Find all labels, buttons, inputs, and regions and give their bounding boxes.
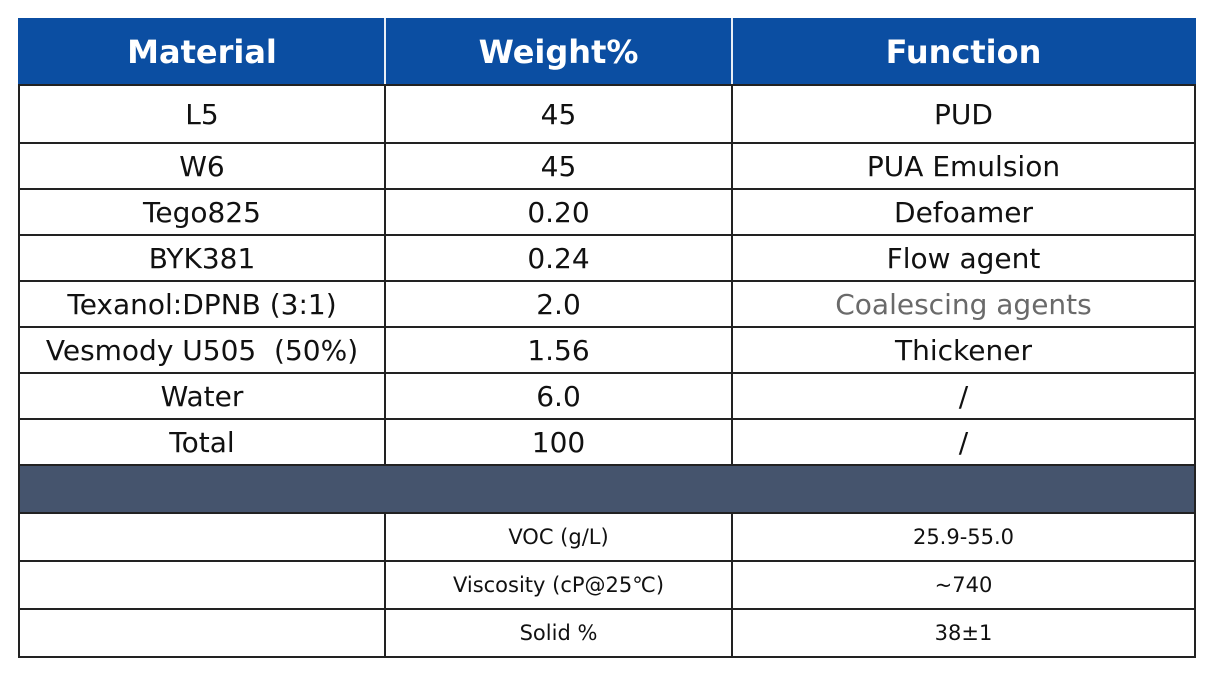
weight-cell: 2.0 [384, 280, 733, 328]
property-name-cell: VOC (g/L) [384, 512, 733, 562]
function-cell: PUA Emulsion [731, 142, 1196, 190]
table-row: Tego825 0.20 Defoamer [18, 188, 1196, 236]
property-label-cell [18, 608, 386, 658]
weight-cell: 45 [384, 142, 733, 190]
property-row: Solid % 38±1 [18, 608, 1196, 658]
weight-cell: 100 [384, 418, 733, 466]
property-value-cell: 38±1 [731, 608, 1196, 658]
weight-cell: 0.20 [384, 188, 733, 236]
property-label-cell [18, 512, 386, 562]
table-row: Texanol:DPNB (3:1) 2.0 Coalescing agents [18, 280, 1196, 328]
weight-cell: 0.24 [384, 234, 733, 282]
header-material: Material [18, 18, 386, 86]
header-weight: Weight% [384, 18, 733, 86]
table-row: BYK381 0.24 Flow agent [18, 234, 1196, 282]
function-cell: Flow agent [731, 234, 1196, 282]
property-label-cell [18, 560, 386, 610]
material-cell: Water [18, 372, 386, 420]
function-cell: Defoamer [731, 188, 1196, 236]
table-row: Water 6.0 / [18, 372, 1196, 420]
material-cell: BYK381 [18, 234, 386, 282]
property-row: VOC (g/L) 25.9-55.0 [18, 512, 1196, 562]
section-divider-band [18, 464, 1196, 514]
divider-cell [18, 464, 1196, 514]
property-row: Viscosity (cP@25℃) ~740 [18, 560, 1196, 610]
table-row: Total 100 / [18, 418, 1196, 466]
function-cell: Coalescing agents [731, 280, 1196, 328]
property-name-cell: Viscosity (cP@25℃) [384, 560, 733, 610]
function-cell: Thickener [731, 326, 1196, 374]
weight-cell: 1.56 [384, 326, 733, 374]
material-cell: Tego825 [18, 188, 386, 236]
function-cell: / [731, 418, 1196, 466]
weight-cell: 45 [384, 84, 733, 144]
property-name-cell: Solid % [384, 608, 733, 658]
property-value-cell: 25.9-55.0 [731, 512, 1196, 562]
table-row: W6 45 PUA Emulsion [18, 142, 1196, 190]
material-cell: Vesmody U505 (50%) [18, 326, 386, 374]
function-cell: PUD [731, 84, 1196, 144]
header-function: Function [731, 18, 1196, 86]
material-cell: L5 [18, 84, 386, 144]
table-row: L5 45 PUD [18, 84, 1196, 144]
header-row: Material Weight% Function [18, 18, 1196, 86]
material-cell: Texanol:DPNB (3:1) [18, 280, 386, 328]
weight-cell: 6.0 [384, 372, 733, 420]
table-row: Vesmody U505 (50%) 1.56 Thickener [18, 326, 1196, 374]
property-value-cell: ~740 [731, 560, 1196, 610]
formulation-table: Material Weight% Function L5 45 PUD W6 4… [18, 18, 1196, 658]
function-cell: / [731, 372, 1196, 420]
material-cell: W6 [18, 142, 386, 190]
material-cell: Total [18, 418, 386, 466]
